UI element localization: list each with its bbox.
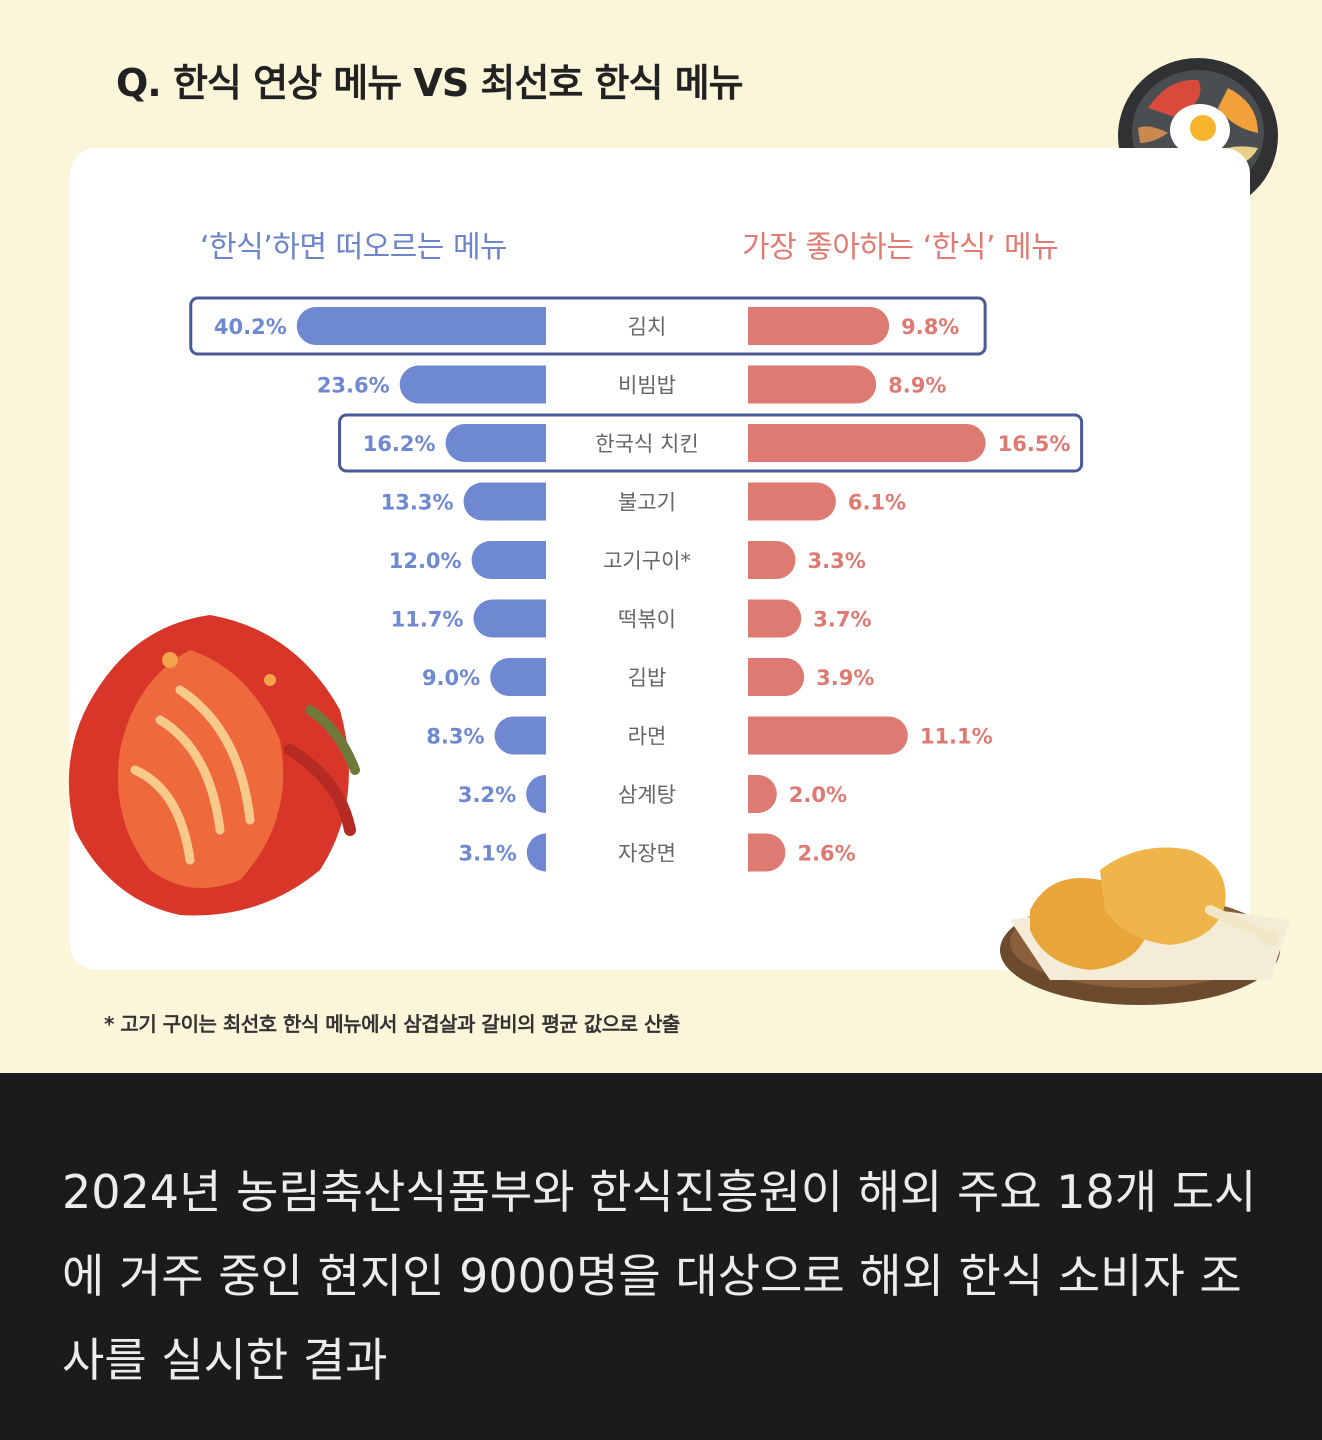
right-bar	[748, 775, 777, 813]
right-bar	[748, 424, 986, 462]
left-bar	[296, 307, 546, 345]
category-label: 삼계탕	[618, 783, 676, 807]
category-label: 라면	[628, 725, 667, 749]
category-label: 불고기	[618, 491, 676, 515]
chart-title: Q. 한식 연상 메뉴 VS 최선호 한식 메뉴	[116, 61, 744, 105]
left-value-label: 23.6%	[317, 374, 390, 398]
right-value-label: 2.6%	[797, 842, 855, 866]
left-value-label: 8.3%	[426, 725, 484, 749]
category-label: 비빔밥	[618, 374, 676, 398]
right-bar	[748, 599, 802, 638]
right-value-label: 3.9%	[816, 666, 874, 690]
category-label: 한국식 치킨	[595, 432, 698, 456]
highlight-box	[338, 413, 1084, 473]
left-bar	[445, 424, 546, 462]
left-value-label: 40.2%	[214, 315, 287, 339]
right-value-label: 11.1%	[920, 725, 993, 749]
left-value-label: 11.7%	[391, 608, 464, 632]
left-value-label: 3.1%	[459, 842, 517, 866]
kimchi-illustration	[68, 615, 360, 916]
left-bar	[463, 482, 546, 521]
left-bar	[490, 658, 546, 696]
left-value-label: 9.0%	[422, 666, 480, 690]
left-bar	[473, 599, 546, 638]
category-label: 떡볶이	[618, 608, 676, 632]
left-series-header: ‘한식’하면 떠오르는 메뉴	[200, 230, 508, 265]
right-value-label: 2.0%	[789, 783, 847, 807]
right-value-label: 16.5%	[998, 432, 1071, 456]
right-bar	[748, 482, 836, 521]
right-value-label: 6.1%	[848, 491, 906, 515]
right-bar	[748, 833, 786, 872]
right-bar	[748, 365, 877, 404]
left-value-label: 3.2%	[458, 783, 516, 807]
right-bar	[748, 658, 805, 696]
infographic: Q. 한식 연상 메뉴 VS 최선호 한식 메뉴 ‘한식’하면 떠오르는 메뉴 …	[0, 0, 1322, 1073]
left-bar	[494, 716, 546, 755]
category-label: 고기구이*	[603, 549, 691, 573]
left-bar	[526, 833, 546, 872]
right-bar	[748, 541, 796, 579]
right-value-label: 3.7%	[813, 608, 871, 632]
right-bar	[748, 307, 890, 345]
right-bar	[748, 716, 908, 755]
chart: 40.2% 9.8% 김치 23.6% 8.9% 비빔밥 16.2% 16.5% 한국식 치킨 1…	[189, 296, 1084, 872]
left-bar	[526, 775, 546, 813]
highlight-box	[189, 296, 987, 356]
fried-chicken-illustration	[1000, 847, 1290, 1005]
caption-text: 2024년 농림축산식품부와 한식진흥원이 해외 주요 18개 도시에 거주 중…	[62, 1165, 1257, 1387]
right-value-label: 9.8%	[901, 315, 959, 339]
right-value-label: 8.9%	[888, 374, 946, 398]
left-value-label: 16.2%	[363, 432, 436, 456]
category-label: 김밥	[628, 666, 667, 690]
left-bar	[471, 541, 546, 579]
left-value-label: 12.0%	[389, 549, 462, 573]
category-label: 자장면	[618, 842, 676, 866]
left-bar	[399, 365, 546, 404]
left-value-label: 13.3%	[381, 491, 454, 515]
right-value-label: 3.3%	[808, 549, 866, 573]
footnote: * 고기 구이는 최선호 한식 메뉴에서 삼겹살과 갈비의 평균 값으로 산출	[104, 1012, 680, 1036]
right-series-header: 가장 좋아하는 ‘한식’ 메뉴	[742, 230, 1059, 265]
category-label: 김치	[628, 315, 667, 339]
